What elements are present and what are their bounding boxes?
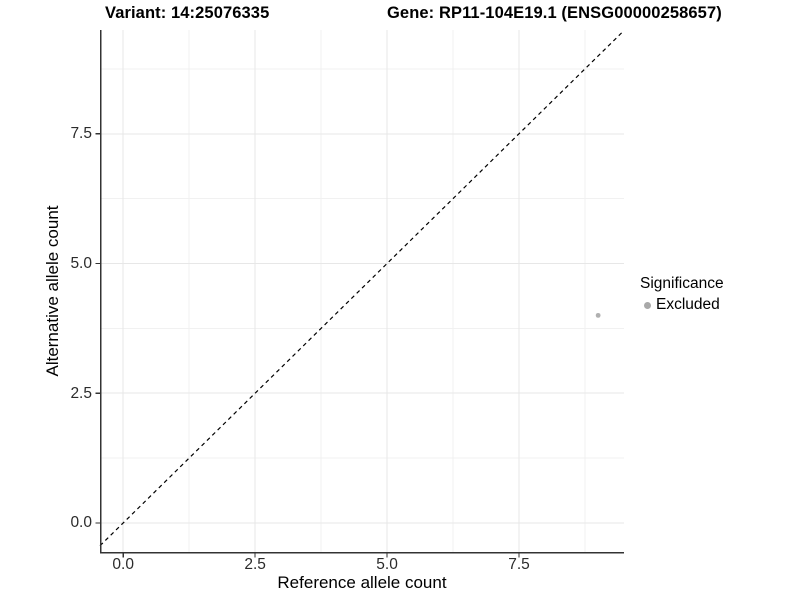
x-tick-label: 0.0 — [112, 556, 134, 573]
legend-key-dot-icon — [644, 301, 651, 309]
legend-item-label: Excluded — [656, 296, 720, 313]
data-point-excluded — [595, 312, 601, 318]
x-tick-label: 7.5 — [508, 556, 530, 573]
y-tick-label: 5.0 — [70, 254, 92, 272]
y-tick-label: 0.0 — [70, 514, 92, 532]
x-tick-label: 2.5 — [244, 556, 266, 573]
y-tick-label: 7.5 — [70, 125, 92, 143]
gene-title: Gene: RP11-104E19.1 (ENSG00000258657) — [387, 4, 722, 22]
plot-panel — [95, 30, 625, 558]
y-axis-title: Alternative allele count — [43, 205, 62, 377]
plot-canvas — [95, 30, 625, 558]
y-tick-label: 2.5 — [70, 384, 92, 402]
identity-line — [99, 30, 625, 547]
x-tick-label: 5.0 — [376, 556, 398, 573]
legend: Significance Excluded — [638, 275, 724, 314]
x-axis-title: Reference allele count — [277, 573, 447, 592]
legend-item-excluded: Excluded — [638, 296, 724, 314]
legend-title: Significance — [640, 275, 724, 292]
variant-title: Variant: 14:25076335 — [105, 4, 270, 22]
